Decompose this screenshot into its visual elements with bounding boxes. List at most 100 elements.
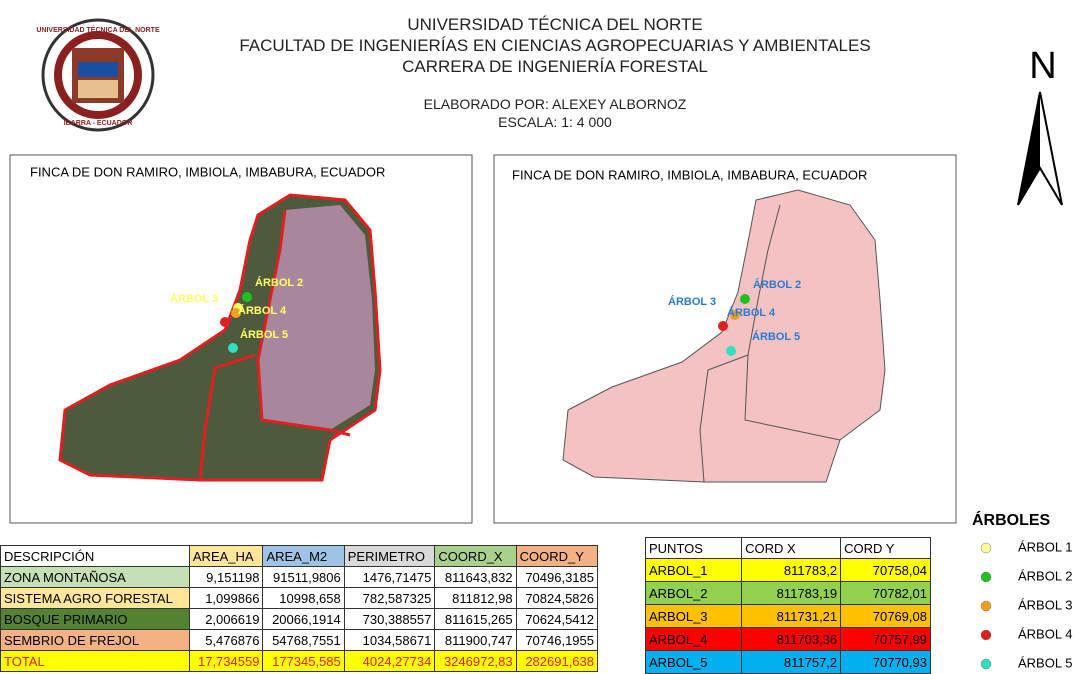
tree-label: ÁRBOL 4	[727, 306, 776, 319]
table-cell: ARBOL_5	[644, 650, 743, 674]
legend-swatch	[980, 658, 992, 670]
table-cell: 1476,71475	[343, 566, 436, 588]
table-row: TOTAL 17,734559 177345,585 4024,27734 324697…	[0, 650, 599, 672]
points-table: PUNTOS CORD X CORD Y ARBOL_1 811783,2 70758,0…	[644, 537, 931, 674]
vector-map	[562, 189, 886, 483]
table-cell: 17,734559	[188, 650, 264, 672]
table-cell: 70770,93	[840, 650, 931, 674]
table-cell: 54768,7551	[262, 629, 345, 651]
table-cell: ARBOL_3	[644, 604, 743, 628]
title-line: UNIVERSIDAD TÉCNICA DEL NORTE	[407, 15, 703, 34]
table-cell: 1034,58671	[343, 629, 436, 651]
legend-label: ÁRBOL 2	[1018, 568, 1072, 583]
legend-title: ÁRBOLES	[972, 510, 1051, 529]
table-cell: CORD X	[741, 537, 842, 559]
table-cell: 70624,5412	[515, 608, 599, 630]
table-cell: SEMBRIO DE FREJOL	[0, 629, 190, 651]
table-row: ARBOL_3 811731,21 70769,08	[644, 604, 931, 628]
table-cell: BOSQUE PRIMARIO	[0, 608, 190, 630]
map-title: FINCA DE DON RAMIRO, IMBIOLA, IMBABURA, …	[512, 167, 867, 182]
satellite-map	[58, 193, 382, 482]
table-cell: 70757,99	[840, 627, 931, 651]
table-cell: 10998,658	[262, 587, 345, 609]
logo: UNIVERSIDAD TÉCNICA DEL NORTE IBARRA - E…	[36, 18, 160, 132]
table-cell: 70496,3185	[515, 566, 599, 588]
table-cell: 282691,638	[515, 650, 599, 672]
table-cell: 3246972,83	[434, 650, 517, 672]
table-cell: COORD_Y	[515, 545, 599, 567]
table-row: DESCRIPCIÓN AREA_HA AREA_M2 PERIMETRO COORD_…	[0, 545, 599, 567]
title-line: FACULTAD DE INGENIERÍAS EN CIENCIAS AGRO…	[239, 36, 871, 55]
table-cell: ARBOL_2	[644, 581, 743, 605]
table-row: SEMBRIO DE FREJOL 5,476876 54768,7551 1034,…	[0, 629, 599, 651]
tree-label: ÁRBOL 3	[668, 295, 716, 308]
table-cell: ARBOL_1	[644, 558, 743, 582]
table-cell: 70824,5826	[515, 587, 599, 609]
table-cell: 70769,08	[840, 604, 931, 628]
table-cell: SISTEMA AGRO FORESTAL	[0, 587, 190, 609]
table-cell: 811757,2	[741, 650, 842, 674]
table-row: PUNTOS CORD X CORD Y	[644, 537, 931, 559]
table-cell: AREA_M2	[262, 545, 345, 567]
legend-swatch	[980, 571, 992, 583]
table-cell: 70758,04	[840, 558, 931, 582]
table-cell: DESCRIPCIÓN	[0, 545, 190, 567]
table-cell: 20066,1914	[262, 608, 345, 630]
table-row: SISTEMA AGRO FORESTAL 1,099866 10998,658 78…	[0, 587, 599, 609]
tree-label: ÁRBOL 2	[753, 278, 801, 291]
table-row: BOSQUE PRIMARIO 2,006619 20066,1914 730,388…	[0, 608, 599, 630]
table-row: ARBOL_1 811783,2 70758,04	[644, 558, 931, 582]
logo-text: IBARRA - ECUADOR	[64, 120, 133, 127]
tree-label: ÁRBOL 5	[240, 328, 288, 341]
table-row: ARBOL_4 811703,36 70757,99	[644, 627, 931, 651]
table-cell: 177345,585	[262, 650, 345, 672]
tree-label: ÁRBOL 4	[238, 304, 287, 317]
areas-table: DESCRIPCIÓN AREA_HA AREA_M2 PERIMETRO COORD_…	[0, 545, 599, 672]
legend-swatch	[980, 542, 992, 554]
author: ELABORADO POR: ALEXEY ALBORNOZ	[423, 96, 687, 112]
tree-label: ÁRBOL 3	[170, 292, 218, 305]
table-cell: 811900,747	[434, 629, 517, 651]
map-title: FINCA DE DON RAMIRO, IMBIOLA, IMBABURA, …	[30, 164, 385, 179]
table-cell: 4024,27734	[343, 650, 436, 672]
table-cell: 811643,832	[434, 566, 517, 588]
table-cell: CORD Y	[840, 537, 931, 559]
table-cell: 730,388557	[343, 608, 436, 630]
legend-swatch	[980, 600, 992, 612]
table-cell: AREA_HA	[188, 545, 264, 567]
table-cell: 2,006619	[188, 608, 264, 630]
north-arrow	[1018, 92, 1040, 205]
table-cell: 811703,36	[741, 627, 842, 651]
table-row: ARBOL_5 811757,2 70770,93	[644, 650, 931, 674]
legend-label: ÁRBOL 3	[1018, 597, 1072, 612]
table-cell: COORD_X	[434, 545, 517, 567]
tree-label: ÁRBOL 5	[752, 330, 800, 343]
table-row: ZONA MONTAÑOSA 9,151198 91511,9806 1476,714…	[0, 566, 599, 588]
table-cell: 1,099866	[188, 587, 264, 609]
legend-swatch	[980, 629, 992, 641]
legend-label: ÁRBOL 5	[1018, 655, 1072, 670]
logo-text: UNIVERSIDAD TÉCNICA DEL NORTE	[36, 25, 160, 34]
table-cell: TOTAL	[0, 650, 190, 672]
table-cell: 9,151198	[188, 566, 264, 588]
table-cell: 811783,19	[741, 581, 842, 605]
scale: ESCALA: 1: 4 000	[498, 114, 612, 130]
title-line: CARRERA DE INGENIERÍA FORESTAL	[402, 57, 708, 76]
table-cell: 811783,2	[741, 558, 842, 582]
table-cell: 91511,9806	[262, 566, 345, 588]
legend-label: ÁRBOL 1	[1018, 539, 1072, 554]
table-cell: 70782,01	[840, 581, 931, 605]
table-cell: 811812,98	[434, 587, 517, 609]
table-row: ARBOL_2 811783,19 70782,01	[644, 581, 931, 605]
table-cell: PUNTOS	[644, 537, 743, 559]
legend-label: ÁRBOL 4	[1018, 626, 1072, 641]
table-cell: ZONA MONTAÑOSA	[0, 566, 190, 588]
tree-label: ÁRBOL 2	[255, 276, 303, 289]
table-cell: 782,587325	[343, 587, 436, 609]
table-cell: 811615,265	[434, 608, 517, 630]
table-cell: 5,476876	[188, 629, 264, 651]
table-cell: 811731,21	[741, 604, 842, 628]
table-cell: 70746,1955	[515, 629, 599, 651]
